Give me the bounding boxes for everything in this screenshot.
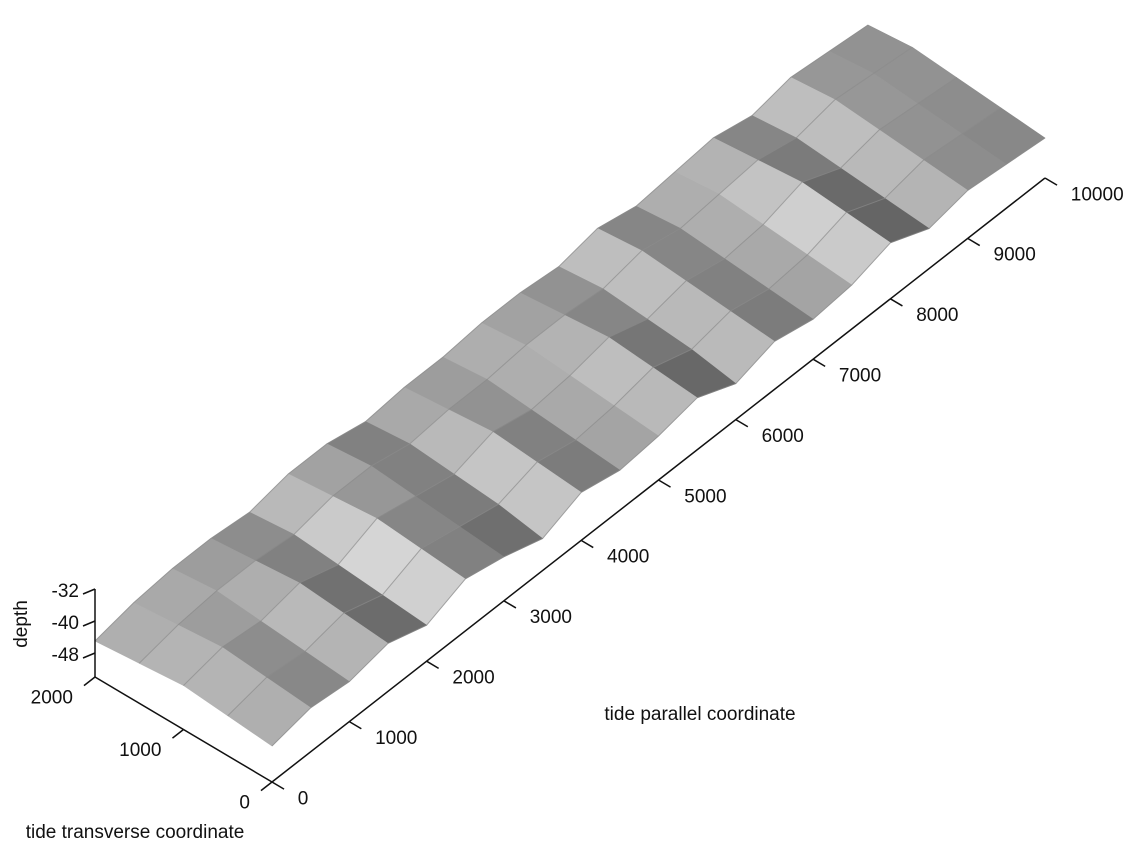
x-tick-label: 8000: [916, 305, 958, 326]
x-tick: [272, 782, 284, 789]
x-tick-label: 3000: [530, 607, 572, 628]
x-tick-label: 6000: [762, 426, 804, 447]
x-tick: [581, 540, 593, 547]
x-tick: [736, 420, 748, 427]
z-tick: [83, 653, 95, 658]
x-tick-label: 2000: [452, 668, 494, 689]
x-tick: [813, 359, 825, 366]
x-tick: [349, 722, 361, 729]
z-tick-label: -32: [52, 581, 79, 602]
z-tick: [83, 589, 95, 594]
x-tick: [1045, 178, 1057, 185]
y-tick: [84, 677, 95, 686]
x-tick: [890, 299, 902, 306]
x-tick: [659, 480, 671, 487]
z-tick: [83, 621, 95, 626]
x-tick-label: 9000: [994, 245, 1036, 266]
x-tick-label: 5000: [684, 486, 726, 507]
z-axis-label: depth: [11, 600, 32, 648]
chart: tide parallel coordinate tide transverse…: [0, 0, 1137, 850]
y-tick-label: 2000: [31, 687, 73, 708]
z-tick-label: -40: [52, 613, 79, 634]
y-axis-label: tide transverse coordinate: [26, 822, 245, 843]
x-axis-label: tide parallel coordinate: [604, 704, 795, 725]
y-tick: [172, 730, 183, 739]
y-tick-label: 1000: [119, 740, 161, 761]
x-tick: [504, 601, 516, 608]
x-tick-label: 4000: [607, 547, 649, 568]
x-tick-label: 7000: [839, 366, 881, 387]
x-tick-label: 0: [298, 788, 309, 809]
x-tick: [427, 661, 439, 668]
x-tick: [968, 238, 980, 245]
x-tick-label: 1000: [375, 728, 417, 749]
z-tick-label: -48: [52, 645, 79, 666]
y-tick: [261, 782, 272, 791]
y-tick-label: 0: [239, 792, 250, 813]
x-tick-label: 10000: [1071, 184, 1124, 205]
